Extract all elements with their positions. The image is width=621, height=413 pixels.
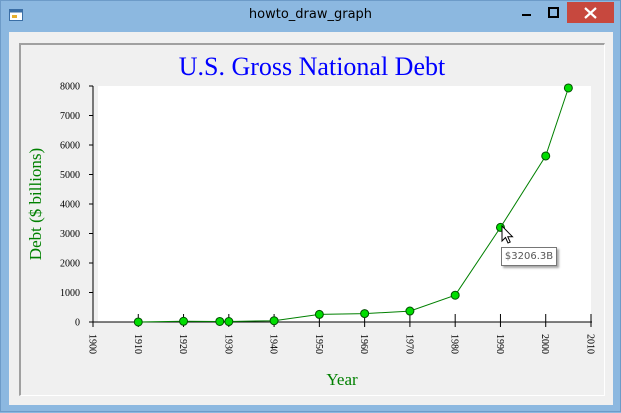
- arrow-cursor-icon: [501, 225, 514, 244]
- y-tick-label: 8000: [60, 82, 80, 93]
- data-point[interactable]: [563, 83, 573, 93]
- minimize-button[interactable]: [513, 2, 540, 23]
- plot-area: [98, 86, 591, 322]
- x-tick-label: 1940: [268, 334, 279, 354]
- y-tick-label: 2000: [60, 259, 80, 270]
- x-axis-label: Year: [326, 370, 358, 389]
- data-point[interactable]: [179, 316, 189, 326]
- x-tick-label: 2010: [585, 334, 596, 354]
- y-axis-label: Debt ($ billions): [26, 148, 45, 260]
- minimize-icon: [522, 14, 531, 16]
- series-line-debt: [138, 87, 569, 323]
- x-ticks: 1900 1910 1920 1930 1940 1950 1960 1970 1980 1990…: [87, 314, 596, 354]
- maximize-icon: [548, 7, 559, 18]
- y-tick-label: 0: [75, 318, 80, 329]
- chart-title: U.S. Gross National Debt: [179, 52, 446, 81]
- data-point[interactable]: [269, 316, 279, 326]
- title-bar[interactable]: howto_draw_graph: [1, 1, 620, 31]
- y-ticks: 0 1000 2000 3000 4000 5000 6000 7000 8000: [60, 82, 93, 329]
- y-tick-label: 1000: [60, 288, 80, 299]
- data-point[interactable]: [360, 309, 370, 319]
- x-tick-label: 1980: [449, 334, 460, 354]
- y-tick-label: 4000: [60, 200, 80, 211]
- data-point[interactable]: [450, 290, 460, 300]
- value-tooltip: $3206.3B: [501, 247, 557, 266]
- data-point[interactable]: [133, 317, 143, 327]
- x-tick-label: 1990: [494, 334, 505, 354]
- y-tick-label: 7000: [60, 111, 80, 122]
- x-tick-label: 1970: [403, 334, 414, 354]
- data-point[interactable]: [541, 151, 551, 161]
- data-point[interactable]: [224, 317, 234, 327]
- maximize-button[interactable]: [540, 2, 567, 23]
- close-button[interactable]: [567, 2, 614, 23]
- form-icon: [9, 9, 23, 21]
- x-tick-label: 1910: [132, 334, 143, 354]
- x-tick-label: 2000: [539, 334, 550, 354]
- window-title: howto_draw_graph: [248, 7, 373, 22]
- y-tick-label: 5000: [60, 170, 80, 181]
- x-tick-label: 1950: [313, 334, 324, 354]
- data-point[interactable]: [215, 316, 225, 326]
- x-tick-label: 1900: [87, 334, 98, 354]
- x-tick-label: 1930: [222, 334, 233, 354]
- close-icon: [584, 7, 597, 19]
- data-point[interactable]: [314, 309, 324, 319]
- x-tick-label: 1920: [177, 334, 188, 354]
- x-tick-label: 1960: [358, 334, 369, 354]
- y-tick-label: 6000: [60, 141, 80, 152]
- data-point[interactable]: [405, 306, 415, 316]
- y-tick-label: 3000: [60, 229, 80, 240]
